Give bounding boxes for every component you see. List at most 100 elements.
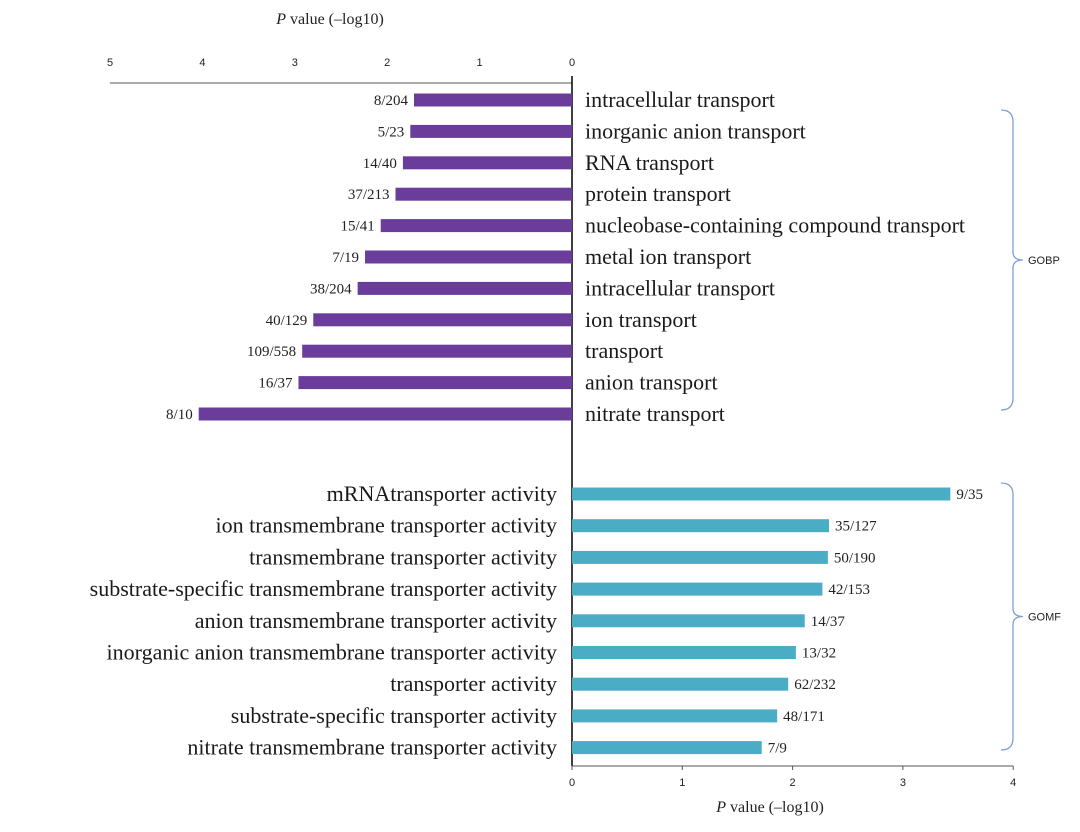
gomf-bar-count: 42/153 (828, 582, 870, 598)
gobp-bar-group: 7/19 metal ion transport (332, 244, 751, 269)
gomf-bar-group: 14/37 anion transmembrane transporter act… (195, 608, 846, 633)
gobp-bar-count: 7/19 (332, 250, 359, 266)
gobp-bar-group: 5/23 inorganic anion transport (378, 118, 806, 143)
gobp-bar-count: 37/213 (348, 187, 390, 203)
gobp-bar-group: 40/129 ion transport (266, 307, 697, 332)
gobp-bar (380, 219, 572, 233)
gobp-bar-count: 8/204 (374, 93, 409, 109)
gomf-term-label: inorganic anion transmembrane transporte… (107, 640, 557, 665)
gomf-bar (572, 741, 762, 755)
gobp-term-label: inorganic anion transport (585, 118, 806, 143)
top-axis-title: P value (–log10) (275, 11, 384, 28)
gobp-term-label: transport (585, 338, 663, 363)
gobp-bar (298, 376, 572, 390)
gobp-bar-group: 14/40 RNA transport (363, 150, 714, 175)
gobp-bar (357, 281, 572, 295)
gomf-bar-count: 35/127 (835, 519, 877, 535)
top-axis-tick-label: 3 (292, 57, 298, 69)
gobp-term-label: intracellular transport (585, 275, 775, 300)
gobp-bar-group: 38/204 intracellular transport (310, 275, 775, 300)
gobp-bar-group: 16/37 anion transport (258, 370, 717, 395)
gomf-group-label: GOMF (1028, 612, 1061, 624)
bottom-axis: 0 1 2 3 4 P value (–log10) (569, 765, 1016, 816)
top-axis-tick-label: 2 (384, 57, 390, 69)
gomf-term-label: substrate-specific transporter activity (231, 703, 557, 728)
gomf-bar-group: 9/35 mRNAtransporter activity (327, 481, 983, 506)
gomf-bar-group: 48/171 substrate-specific transporter act… (231, 703, 825, 728)
gomf-bar (572, 709, 778, 723)
gomf-bar-count: 9/35 (956, 487, 983, 503)
gomf-term-label: transporter activity (390, 671, 557, 696)
gobp-bar (313, 313, 572, 327)
gomf-term-label: nitrate transmembrane transporter activi… (187, 735, 557, 760)
gobp-bar (402, 156, 572, 170)
bottom-axis-tick-label: 2 (790, 777, 796, 789)
gobp-term-label: metal ion transport (585, 244, 751, 269)
gobp-term-label: protein transport (585, 181, 731, 206)
gobp-bar (395, 187, 572, 201)
gobp-term-label: RNA transport (585, 150, 714, 175)
gobp-group-label: GOBP (1028, 255, 1060, 267)
bottom-axis-title-italic: P (715, 799, 726, 816)
gomf-bar-count: 7/9 (768, 741, 787, 757)
gobp-bars: 8/204 intracellular transport 5/23 inorgani… (166, 87, 965, 426)
category-brackets: GOBP GOMF (1000, 109, 1061, 751)
gobp-bar-count: 8/10 (166, 407, 193, 423)
gomf-bar-count: 14/37 (811, 614, 846, 630)
gobp-bar-group: 109/558 transport (247, 338, 663, 363)
gobp-bar-group: 8/10 nitrate transport (166, 401, 725, 426)
top-axis-title-italic: P (275, 11, 286, 28)
gobp-bar-count: 16/37 (258, 376, 293, 392)
gomf-bar-group: 35/127 ion transmembrane transporter acti… (216, 513, 878, 538)
gobp-bar (413, 93, 572, 107)
gomf-bar (572, 487, 951, 501)
gomf-term-label: anion transmembrane transporter activity (195, 608, 557, 633)
gobp-bar (410, 124, 572, 138)
bottom-axis-tick-label: 3 (900, 777, 906, 789)
gomf-term-label: ion transmembrane transporter activity (216, 513, 558, 538)
top-axis-tick-label: 4 (199, 57, 205, 69)
gomf-bar (572, 582, 823, 596)
top-axis-tick-label: 5 (107, 57, 113, 69)
gobp-bar-count: 15/41 (341, 219, 375, 235)
gomf-bar-group: 50/190 transmembrane transporter activity (249, 544, 875, 569)
gobp-bar-count: 5/23 (378, 124, 405, 140)
gomf-bar (572, 550, 828, 564)
gobp-bar (302, 344, 572, 358)
bottom-axis-tick-label: 1 (679, 777, 685, 789)
gomf-term-label: mRNAtransporter activity (327, 481, 557, 506)
gobp-bracket (1000, 109, 1024, 411)
bottom-axis-title: P value (–log10) (715, 799, 824, 816)
gobp-term-label: nucleobase-containing compound transport (585, 213, 965, 238)
gomf-bar-count: 50/190 (834, 550, 876, 566)
gomf-bar-group: 13/32 inorganic anion transmembrane trans… (107, 640, 837, 665)
gobp-bar (198, 407, 573, 421)
gomf-term-label: transmembrane transporter activity (249, 544, 557, 569)
gobp-bar-count: 40/129 (266, 313, 308, 329)
gobp-term-label: ion transport (585, 307, 697, 332)
gobp-term-label: intracellular transport (585, 87, 775, 112)
gomf-term-label: substrate-specific transmembrane transpo… (90, 576, 557, 601)
gobp-bar-count: 38/204 (310, 281, 352, 297)
top-axis-tick-label: 0 (569, 57, 575, 69)
gomf-bar-group: 42/153 substrate-specific transmembrane t… (90, 576, 870, 601)
gomf-bracket (1000, 482, 1024, 751)
gobp-bar (365, 250, 572, 264)
gomf-bar-count: 13/32 (802, 646, 836, 662)
bottom-axis-tick-label: 0 (569, 777, 575, 789)
gomf-bar (572, 677, 789, 691)
gobp-term-label: anion transport (585, 370, 718, 395)
gomf-bar-count: 62/232 (794, 677, 836, 693)
gobp-bar-group: 8/204 intracellular transport (374, 87, 775, 112)
bottom-axis-title-rest: value (–log10) (726, 799, 824, 816)
top-axis-title-rest: value (–log10) (286, 11, 384, 28)
gomf-bars: 9/35 mRNAtransporter activity 35/127 ion tr… (90, 481, 983, 760)
gomf-bar (572, 614, 805, 628)
gomf-bar-group: 7/9 nitrate transmembrane transporter act… (187, 735, 786, 760)
gomf-bar-count: 48/171 (783, 709, 825, 725)
bottom-axis-tick-label: 4 (1010, 777, 1016, 789)
top-axis-tick-label: 1 (477, 57, 483, 69)
gobp-term-label: nitrate transport (585, 401, 725, 426)
gobp-bar-group: 37/213 protein transport (348, 181, 731, 206)
